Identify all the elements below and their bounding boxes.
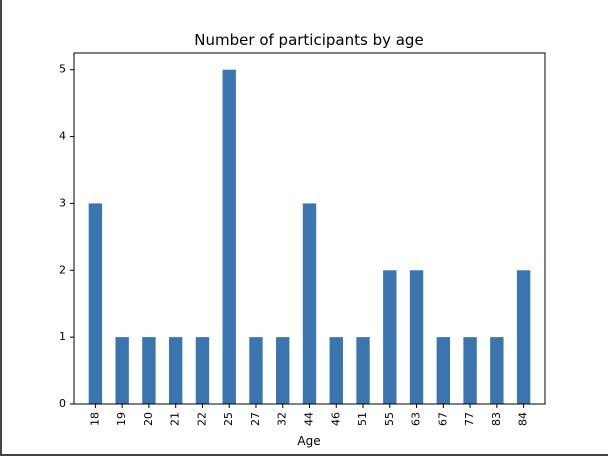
- x-tick-label-22: 22: [195, 412, 208, 426]
- x-tick-label-46: 46: [329, 412, 342, 426]
- x-tick-label-18: 18: [88, 412, 101, 426]
- x-axis-label: Age: [297, 434, 320, 448]
- bar-21: [168, 337, 183, 404]
- y-axis: 0 1 2 3 4 5: [59, 63, 74, 410]
- bar-32: [276, 337, 290, 404]
- x-tick-label-25: 25: [222, 412, 235, 426]
- bar-83: [490, 337, 504, 404]
- y-tick-label-0: 0: [59, 397, 66, 410]
- x-tick-label-44: 44: [303, 412, 316, 426]
- y-tick-label-2: 2: [59, 263, 66, 276]
- x-axis: 18 19 20 21 22 25 27 32 44 46 51 55 63 67 77 83 84: [88, 404, 530, 426]
- x-tick-label-51: 51: [356, 412, 369, 426]
- y-tick-label-4: 4: [59, 130, 66, 143]
- bar-27: [249, 337, 263, 404]
- bar-46: [329, 337, 343, 404]
- bar-67: [436, 337, 451, 404]
- plot-frame: [73, 52, 546, 405]
- x-tick-label-19: 19: [115, 412, 128, 426]
- x-tick-label-27: 27: [249, 412, 262, 426]
- x-tick-label-83: 83: [490, 412, 503, 426]
- x-tick-label-67: 67: [436, 412, 449, 426]
- x-tick-label-84: 84: [517, 412, 530, 426]
- bar-22: [195, 337, 210, 404]
- bar-25: [222, 69, 236, 404]
- bar-77: [463, 337, 477, 404]
- bar-18: [88, 203, 103, 404]
- bar-19: [115, 337, 129, 404]
- bar-63: [409, 270, 424, 404]
- y-tick-label-1: 1: [59, 330, 66, 343]
- x-tick-label-20: 20: [142, 412, 155, 426]
- bar-20: [142, 337, 156, 404]
- chart-title: Number of participants by age: [194, 31, 423, 49]
- bars-group: [88, 69, 531, 404]
- x-tick-label-77: 77: [463, 412, 476, 426]
- bar-84: [516, 270, 531, 404]
- y-tick-label-5: 5: [59, 63, 66, 76]
- x-tick-label-63: 63: [410, 412, 423, 426]
- x-tick-label-21: 21: [169, 412, 182, 426]
- bar-51: [356, 337, 370, 404]
- y-tick-label-3: 3: [59, 196, 66, 209]
- bar-55: [383, 270, 397, 404]
- x-tick-label-55: 55: [383, 412, 396, 426]
- x-tick-label-32: 32: [276, 412, 289, 426]
- bar-44: [302, 203, 317, 404]
